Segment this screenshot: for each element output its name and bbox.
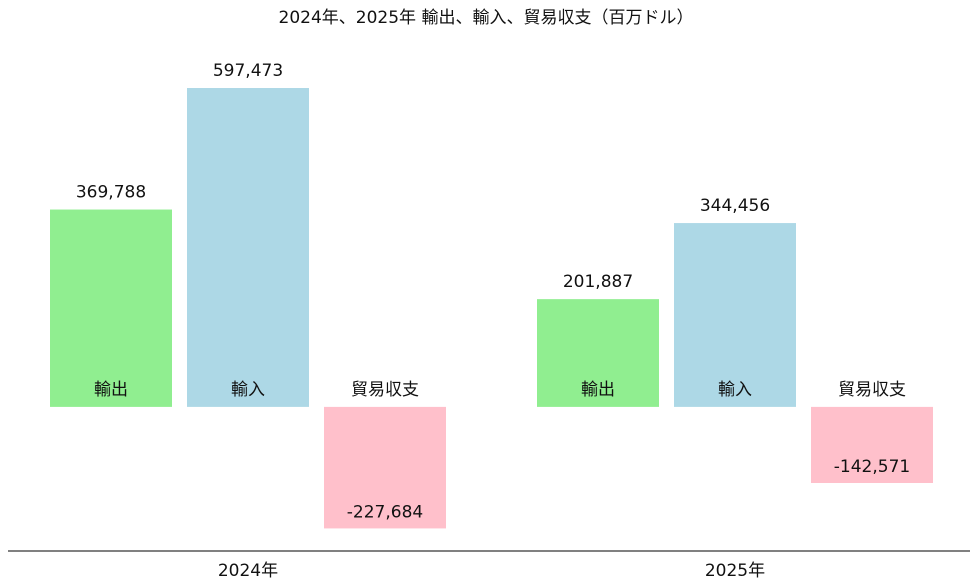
bar-name-label: 輸入 bbox=[231, 380, 265, 400]
bar-name-label: 貿易収支 bbox=[838, 380, 906, 400]
bar-name-label: 輸入 bbox=[718, 380, 752, 400]
x-tick-label: 2024年 bbox=[218, 561, 278, 581]
bar bbox=[324, 406, 446, 529]
bar-name-label: 輸出 bbox=[94, 380, 128, 400]
chart-title: 2024年、2025年 輸出、輸入、貿易収支（百万ドル） bbox=[279, 8, 694, 28]
value-label: 344,456 bbox=[700, 196, 770, 216]
bar-name-label: 輸出 bbox=[581, 380, 615, 400]
bar bbox=[811, 406, 933, 483]
value-label: 369,788 bbox=[76, 183, 146, 203]
bar-name-label: 貿易収支 bbox=[351, 380, 419, 400]
x-tick-label: 2025年 bbox=[705, 561, 765, 581]
bar bbox=[187, 88, 309, 407]
value-label: -142,571 bbox=[834, 457, 910, 477]
value-label: -227,684 bbox=[347, 502, 423, 522]
value-label: 201,887 bbox=[563, 272, 633, 292]
value-label: 597,473 bbox=[213, 61, 283, 81]
bar bbox=[674, 223, 796, 407]
bar bbox=[537, 299, 659, 407]
bar bbox=[50, 209, 172, 407]
